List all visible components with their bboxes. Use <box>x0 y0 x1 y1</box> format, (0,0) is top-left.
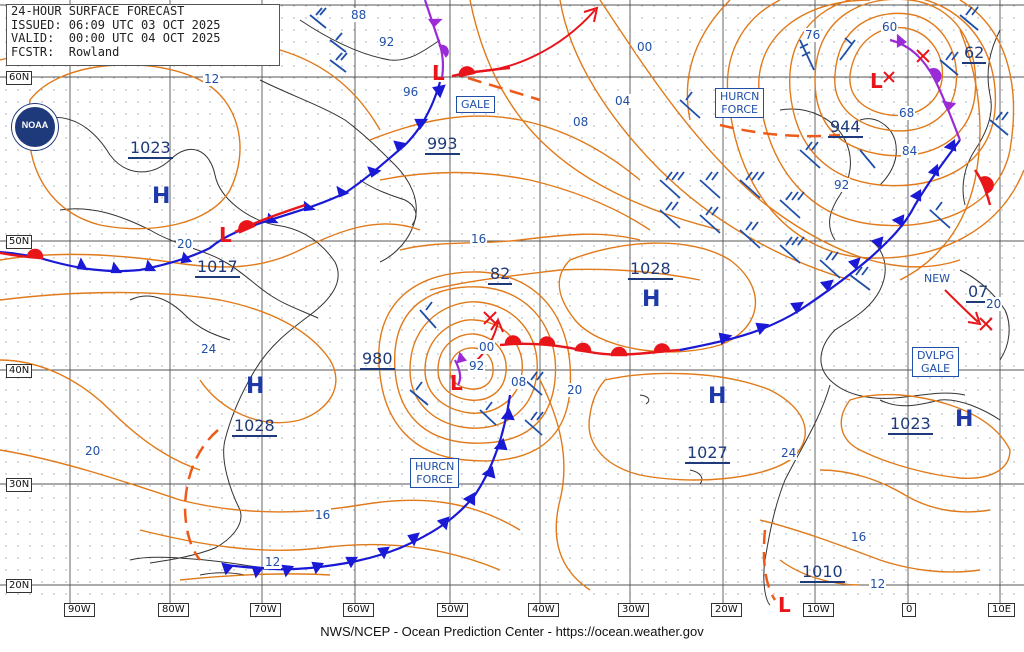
hurricane-force-box-sw: HURCN FORCE <box>410 458 460 488</box>
isobar-label: 16 <box>850 530 868 544</box>
footer-credit: NWS/NCEP - Ocean Prediction Center - htt… <box>320 624 704 639</box>
lon-label-80w: 80W <box>158 603 189 617</box>
lon-label-10w: 10W <box>803 603 834 617</box>
hurricane-force-label-line1: HURCN <box>415 460 455 473</box>
isobar-label: 84 <box>901 144 919 158</box>
lon-label-60w: 60W <box>343 603 374 617</box>
occluded-fronts <box>423 0 962 386</box>
isobar-label: 12 <box>869 577 887 591</box>
isobar-label: 20 <box>985 297 1003 311</box>
isobar-label: 12 <box>264 555 282 569</box>
isobar-label: 88 <box>350 8 368 22</box>
isobar-label: 16 <box>314 508 332 522</box>
lon-label-10e: 10E <box>988 603 1016 617</box>
isobar-label: 00 <box>478 340 496 354</box>
isobar-label: 20 <box>566 383 584 397</box>
noaa-logo-text: NOAA <box>21 120 49 130</box>
hurricane-force-label-line2: FORCE <box>721 103 759 116</box>
warm-fronts <box>0 66 994 357</box>
isobar-label: 00 <box>636 40 654 54</box>
isobar-label: 76 <box>804 28 822 42</box>
lat-label-50n: 50N <box>6 235 33 249</box>
high-symbol-east: H <box>955 407 974 432</box>
pressure-low-980: 980 <box>360 349 395 370</box>
low-symbol-944: L <box>870 69 883 93</box>
pressure-low-1017: 1017 <box>195 257 240 278</box>
gale-warning-box: GALE <box>456 96 496 113</box>
pressure-high-1028-west: 1028 <box>232 416 277 437</box>
lon-label-20w: 20W <box>711 603 742 617</box>
lon-label-40w: 40W <box>528 603 559 617</box>
isobar-label: 24 <box>780 446 798 460</box>
developing-gale-box: DVLPG GALE <box>912 347 960 377</box>
isobar-label: 60 <box>881 20 899 34</box>
isobar-label: 16 <box>470 232 488 246</box>
lon-label-90w: 90W <box>64 603 95 617</box>
high-symbol-azores: H <box>708 384 727 409</box>
header-title: 24-HOUR SURFACE FORECAST <box>11 4 185 18</box>
lat-label-30n: 30N <box>6 478 33 492</box>
pressure-high-1027: 1027 <box>685 443 730 464</box>
pressure-low-944: 944 <box>828 117 863 138</box>
lon-label-70w: 70W <box>250 603 281 617</box>
lon-label-50w: 50W <box>437 603 468 617</box>
isobar-label: 12 <box>203 72 221 86</box>
low-symbols: L L L L L <box>219 61 883 617</box>
wind-barbs <box>309 6 1009 436</box>
x-marks <box>483 49 993 331</box>
isobars <box>0 0 1024 591</box>
isobar-label: 92 <box>468 359 486 373</box>
low-symbol-1010: L <box>778 593 791 617</box>
noaa-logo: NOAA <box>12 104 58 150</box>
pressure-low-993: 993 <box>425 134 460 155</box>
isobar-label: 92 <box>833 178 851 192</box>
lat-label-60n: 60N <box>6 71 33 85</box>
pressure-low-1010: 1010 <box>800 562 845 583</box>
isobar-label: 20 <box>84 444 102 458</box>
pressure-high-1023-west: 1023 <box>128 138 173 159</box>
header-issued: ISSUED: 06:09 UTC 03 OCT 2025 <box>11 17 221 32</box>
pressure-low-82: 82 <box>488 264 513 285</box>
coastlines <box>39 19 1010 606</box>
isobar-label: 68 <box>898 106 916 120</box>
high-symbol-central: H <box>642 287 661 312</box>
hurricane-force-label-line2: FORCE <box>416 473 454 486</box>
pressure-low-07: 07 <box>966 282 991 303</box>
pressure-low-62: 62 <box>962 43 987 64</box>
low-symbol-993: L <box>219 223 232 247</box>
cold-fronts <box>0 81 961 579</box>
isobar-label: 20 <box>176 237 194 251</box>
low-symbol-gale: L <box>432 61 445 85</box>
lat-label-40n: 40N <box>6 364 33 378</box>
lon-label-0: 0 <box>902 603 917 617</box>
gale-warning-label: GALE <box>461 98 491 111</box>
header-valid: VALID: 00:00 UTC 04 OCT 2025 <box>11 31 221 45</box>
high-symbol-west: H <box>152 184 171 209</box>
isobar-label: 92 <box>378 35 396 49</box>
hurricane-force-box-ne: HURCN FORCE <box>715 88 765 118</box>
new-low-label: NEW <box>924 272 951 285</box>
pressure-high-1023-east: 1023 <box>888 414 933 435</box>
pressure-high-1028-central: 1028 <box>628 259 673 280</box>
isobar-label: 08 <box>572 115 590 129</box>
trough-lines <box>183 76 841 601</box>
track-arrows <box>469 6 982 363</box>
header-forecaster: FCSTR: Rowland <box>11 44 120 59</box>
forecast-header: 24-HOUR SURFACE FORECAST ISSUED: 06:09 U… <box>6 4 280 66</box>
isobar-label: 08 <box>510 375 528 389</box>
isobar-label: 96 <box>402 85 420 99</box>
isobar-label: 24 <box>200 342 218 356</box>
isobar-label: 04 <box>614 94 632 108</box>
high-symbol-coast: H <box>246 374 265 399</box>
hurricane-force-label-line1: HURCN <box>720 90 760 103</box>
developing-gale-label-line2: GALE <box>920 362 951 375</box>
developing-gale-label-line1: DVLPG <box>917 349 955 362</box>
low-symbol-980: L <box>450 371 463 395</box>
lat-label-20n: 20N <box>6 579 33 593</box>
lon-label-30w: 30W <box>618 603 649 617</box>
